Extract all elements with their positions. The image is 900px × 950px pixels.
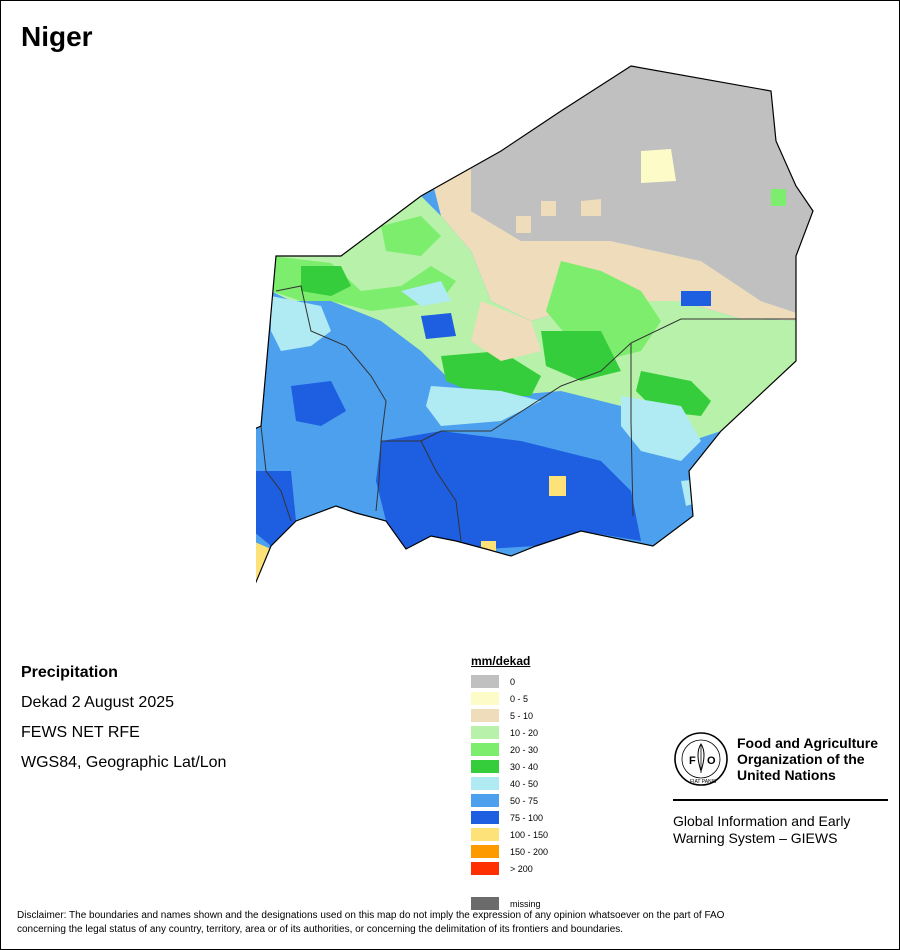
- legend-row: 100 - 150: [471, 826, 548, 843]
- legend-row: 10 - 20: [471, 724, 548, 741]
- legend-swatch: [471, 692, 499, 705]
- region-boundaries: [260, 285, 796, 542]
- map-info: Precipitation Dekad 2 August 2025 FEWS N…: [21, 658, 226, 778]
- legend-row: 50 - 75: [471, 792, 548, 809]
- legend-row: > 200: [471, 860, 548, 877]
- legend-swatch: [471, 726, 499, 739]
- disclaimer-line2: concerning the legal status of any count…: [17, 924, 624, 935]
- legend-row: 150 - 200: [471, 843, 548, 860]
- legend-swatch: [471, 709, 499, 722]
- legend-swatch: [471, 777, 499, 790]
- giews-line1: Global Information and Early: [673, 813, 851, 829]
- legend-swatch: [471, 760, 499, 773]
- legend-label: missing: [510, 898, 541, 909]
- projection-label: WGS84, Geographic Lat/Lon: [21, 754, 227, 771]
- legend-swatch: [471, 828, 499, 841]
- legend-label: 75 - 100: [510, 812, 544, 823]
- svg-text:O: O: [707, 755, 716, 767]
- fao-name-line1: Food and Agriculture: [737, 735, 879, 751]
- legend-row: 5 - 10: [471, 707, 548, 724]
- fao-name-line3: United Nations: [737, 767, 836, 783]
- niger-precipitation-map: [256, 65, 814, 607]
- legend-title: mm/dekad: [471, 654, 531, 668]
- legend-label: 0 - 5: [510, 693, 529, 704]
- legend-label: > 200: [510, 863, 533, 874]
- fao-branding: F O FIAT PANIS Food and Agriculture Orga…: [673, 731, 888, 847]
- source-label: FEWS NET RFE: [21, 724, 140, 741]
- period-label: Dekad 2 August 2025: [21, 694, 175, 711]
- svg-text:FIAT PANIS: FIAT PANIS: [690, 779, 717, 785]
- legend-swatch: [471, 862, 499, 875]
- svg-text:F: F: [689, 755, 696, 767]
- legend-row: 40 - 50: [471, 775, 548, 792]
- giews-name: Global Information and Early Warning Sys…: [673, 813, 888, 847]
- legend-swatch: [471, 811, 499, 824]
- legend-row: 30 - 40: [471, 758, 548, 775]
- legend-swatch: [471, 845, 499, 858]
- legend-row: 75 - 100: [471, 809, 548, 826]
- legend-swatch: [471, 743, 499, 756]
- legend-swatch: [471, 675, 499, 688]
- legend-label: 150 - 200: [510, 846, 549, 857]
- disclaimer: Disclaimer: The boundaries and names sho…: [17, 909, 885, 937]
- map-title: Niger: [21, 21, 93, 52]
- legend-label: 5 - 10: [510, 710, 534, 721]
- legend-row: 0: [471, 673, 548, 690]
- giews-line2: Warning System – GIEWS: [673, 830, 838, 846]
- legend-label: 50 - 75: [510, 795, 539, 806]
- legend-label: 20 - 30: [510, 744, 539, 755]
- legend-label: 0: [510, 676, 516, 687]
- divider: [673, 799, 888, 801]
- variable-label: Precipitation: [21, 664, 118, 681]
- legend-row: 20 - 30: [471, 741, 548, 758]
- legend-swatch: [471, 794, 499, 807]
- legend-row-missing: missing: [471, 895, 548, 912]
- fao-name-line2: Organization of the: [737, 751, 865, 767]
- legend-row: 0 - 5: [471, 690, 548, 707]
- legend-label: 100 - 150: [510, 829, 549, 840]
- precipitation-raster: [256, 66, 813, 606]
- disclaimer-line1: Disclaimer: The boundaries and names sho…: [17, 910, 725, 921]
- fao-logo-icon: F O FIAT PANIS: [674, 732, 728, 786]
- legend-swatch: [471, 897, 499, 910]
- legend-label: 30 - 40: [510, 761, 539, 772]
- legend-label: 40 - 50: [510, 778, 539, 789]
- legend-label: 10 - 20: [510, 727, 539, 738]
- legend: mm/dekad 0 0 - 5 5 - 10 10 - 20 20 - 30 …: [471, 654, 548, 912]
